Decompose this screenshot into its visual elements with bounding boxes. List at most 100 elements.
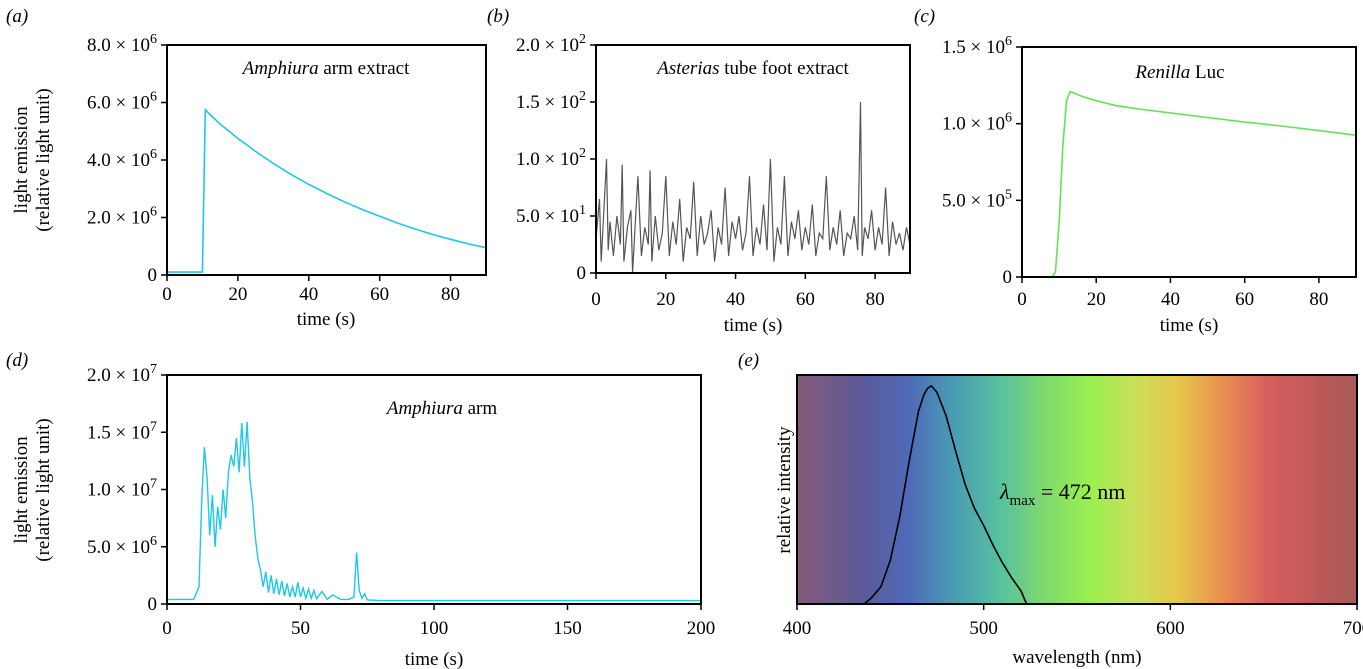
panel-b-y-tick-exponent: 2 (579, 89, 586, 104)
panel-e-annotation-symbol: λ (999, 479, 1010, 504)
panel-e-x-tick-label: 600 (1156, 618, 1185, 639)
panel-b-y-tick-label: 1.0 × 102 (516, 146, 586, 170)
panel-d-title-species: Amphiura (385, 398, 463, 419)
panel-c-xlabel: time (s) (1160, 315, 1219, 336)
panel-a-y-tick-label: 2.0 × 106 (87, 205, 157, 229)
panel-d-frame (166, 374, 702, 605)
panel-d: (d) Amphiura arm 0 5.0 × 106 1.0 × 107 1.5 … (6, 350, 715, 669)
panel-e-annotation-value: = 472 nm (1035, 479, 1125, 504)
panel-b-title: Asterias tube foot extract (655, 58, 849, 79)
panel-a-y-tick-mantissa: 2.0 (87, 208, 111, 229)
panel-a-frame (166, 44, 487, 276)
panel-c-x-tick-label: 20 (1087, 289, 1106, 310)
panel-c-x-tick-label: 80 (1309, 289, 1328, 310)
panel-e: (e) 400 500 600 700 λmax = 472 nm wavelengt… (738, 350, 1363, 668)
panel-a-y-tick-label: 6.0 × 106 (87, 90, 157, 114)
panel-d-y-tick-label: 1.5 × 107 (87, 419, 157, 443)
panel-b-series-line (595, 101, 911, 274)
panel-d-y-tick-exponent: 7 (150, 362, 157, 377)
panel-c-y-tick-label: 0 (1003, 267, 1013, 288)
panel-e-frame (796, 374, 1358, 605)
panel-a-title: Amphiura arm extract (241, 58, 410, 79)
panel-b-y-tick-exponent: 1 (579, 203, 586, 218)
panel-d-x-ticks: 0 50 100 150 200 (162, 604, 715, 639)
panel-b-y-ticks: 0 5.0 × 101 1.0 × 102 1.5 × 102 2.0 × 102 (516, 32, 596, 284)
panel-b-y-tick-label: 5.0 × 101 (516, 203, 586, 227)
panel-d-x-tick-label: 0 (162, 618, 172, 639)
panel-d-ylabel-unit: (relative light unit) (33, 418, 54, 562)
panel-c: (c) Renilla Luc 0 5.0 × 105 1.0 × 106 1.5 ×… (914, 6, 1357, 336)
panel-b-y-tick-mantissa: 1.5 (516, 92, 540, 113)
panel-a-title-rest: arm extract (319, 58, 410, 79)
panel-b-y-tick-mantissa: 1.0 (516, 149, 540, 170)
panel-d-x-tick-label: 200 (687, 618, 716, 639)
panel-c-y-tick-mantissa: 5.0 (942, 190, 966, 211)
panel-d-xlabel: time (s) (405, 649, 464, 669)
panel-b-x-tick-label: 20 (656, 289, 675, 310)
panel-d-label: (d) (6, 350, 28, 371)
panel-d-y-tick-mantissa: 2.0 (87, 365, 111, 386)
panel-a-y-tick-exponent: 6 (150, 147, 157, 162)
panel-a-y-tick-label: 0 (148, 265, 158, 286)
panel-c-title: Renilla Luc (1134, 62, 1224, 83)
panel-a-title-species: Amphiura (241, 58, 319, 79)
panel-e-label: (e) (738, 350, 759, 371)
panel-c-y-tick-exponent: 6 (1005, 34, 1012, 49)
panel-d-y-tick-mantissa: 1.5 (87, 422, 111, 443)
panel-d-y-tick-exponent: 7 (150, 419, 157, 434)
panel-e-x-tick-label: 700 (1343, 618, 1363, 639)
panel-c-x-ticks: 0 20 40 60 80 (1017, 277, 1328, 310)
panel-a-y-tick-mantissa: 6.0 (87, 93, 111, 114)
panel-c-title-rest: Luc (1190, 62, 1224, 83)
panel-a-x-tick-label: 80 (441, 284, 460, 305)
panel-a-y-tick-exponent: 6 (150, 90, 157, 105)
panel-d-y-ticks: 0 5.0 × 106 1.0 × 107 1.5 × 107 2.0 × 107 (87, 362, 167, 615)
panel-c-y-tick-label: 5.0 × 105 (942, 187, 1012, 211)
panel-b-label: (b) (487, 6, 509, 27)
panel-d-series-line (167, 421, 701, 602)
panel-e-x-tick-label: 500 (969, 618, 998, 639)
panel-b-y-tick-label: 2.0 × 102 (516, 32, 586, 56)
panel-d-y-tick-label: 0 (148, 594, 158, 615)
panel-a-x-tick-label: 0 (162, 284, 172, 305)
panel-a-y-tick-exponent: 6 (150, 205, 157, 220)
panel-b-frame (595, 44, 911, 274)
panel-b-title-species: Asterias (655, 58, 719, 79)
panel-a-y-ticks: 0 2.0 × 106 4.0 × 106 6.0 × 106 8.0 × 106 (87, 32, 167, 286)
panel-c-y-tick-mantissa: 1.0 (942, 114, 966, 135)
panel-c-series-line (1051, 90, 1357, 278)
panel-e-spectrum-background (797, 375, 1357, 604)
panel-c-label: (c) (914, 6, 935, 27)
panel-c-y-ticks: 0 5.0 × 105 1.0 × 106 1.5 × 106 (942, 34, 1022, 288)
panel-c-y-tick-label: 1.5 × 106 (942, 34, 1012, 58)
panel-d-y-tick-mantissa: 1.0 (87, 480, 111, 501)
panel-d-y-tick-label: 2.0 × 107 (87, 362, 157, 386)
panel-b: (b) Asterias tube foot extract 0 5.0 × 10… (487, 6, 911, 336)
panel-a-x-tick-label: 20 (228, 284, 247, 305)
panel-e-annotation-sub: max (1010, 493, 1036, 509)
panel-c-title-species: Renilla (1134, 62, 1190, 83)
panel-c-y-tick-mantissa: 1.5 (942, 37, 966, 58)
panel-d-y-tick-label: 1.0 × 107 (87, 477, 157, 501)
panel-b-y-tick-exponent: 2 (579, 146, 586, 161)
panel-c-frame (1021, 46, 1357, 278)
panel-a-series-line (167, 107, 487, 273)
panel-d-title-rest: arm (463, 398, 498, 419)
panel-b-y-tick-mantissa: 2.0 (516, 35, 540, 56)
panel-e-ylabel: relative intensity (774, 426, 795, 554)
panel-a-x-tick-label: 40 (299, 284, 318, 305)
panel-b-y-tick-mantissa: 5.0 (516, 206, 540, 227)
panel-d-y-tick-exponent: 6 (150, 534, 157, 549)
panel-b-x-tick-label: 60 (796, 289, 815, 310)
panel-b-x-tick-label: 40 (726, 289, 745, 310)
panel-c-y-tick-label: 1.0 × 106 (942, 111, 1012, 135)
panel-e-series-line (863, 384, 1028, 605)
panel-b-x-ticks: 0 20 40 60 80 (591, 273, 885, 310)
panel-a-y-tick-mantissa: 4.0 (87, 150, 111, 171)
panel-e-x-ticks: 400 500 600 700 (783, 604, 1363, 639)
panel-d-y-tick-label: 5.0 × 106 (87, 534, 157, 558)
panel-b-x-tick-label: 0 (591, 289, 601, 310)
panel-a-ylabel-unit: (relative light unit) (33, 88, 54, 232)
panel-d-x-tick-label: 50 (291, 618, 310, 639)
